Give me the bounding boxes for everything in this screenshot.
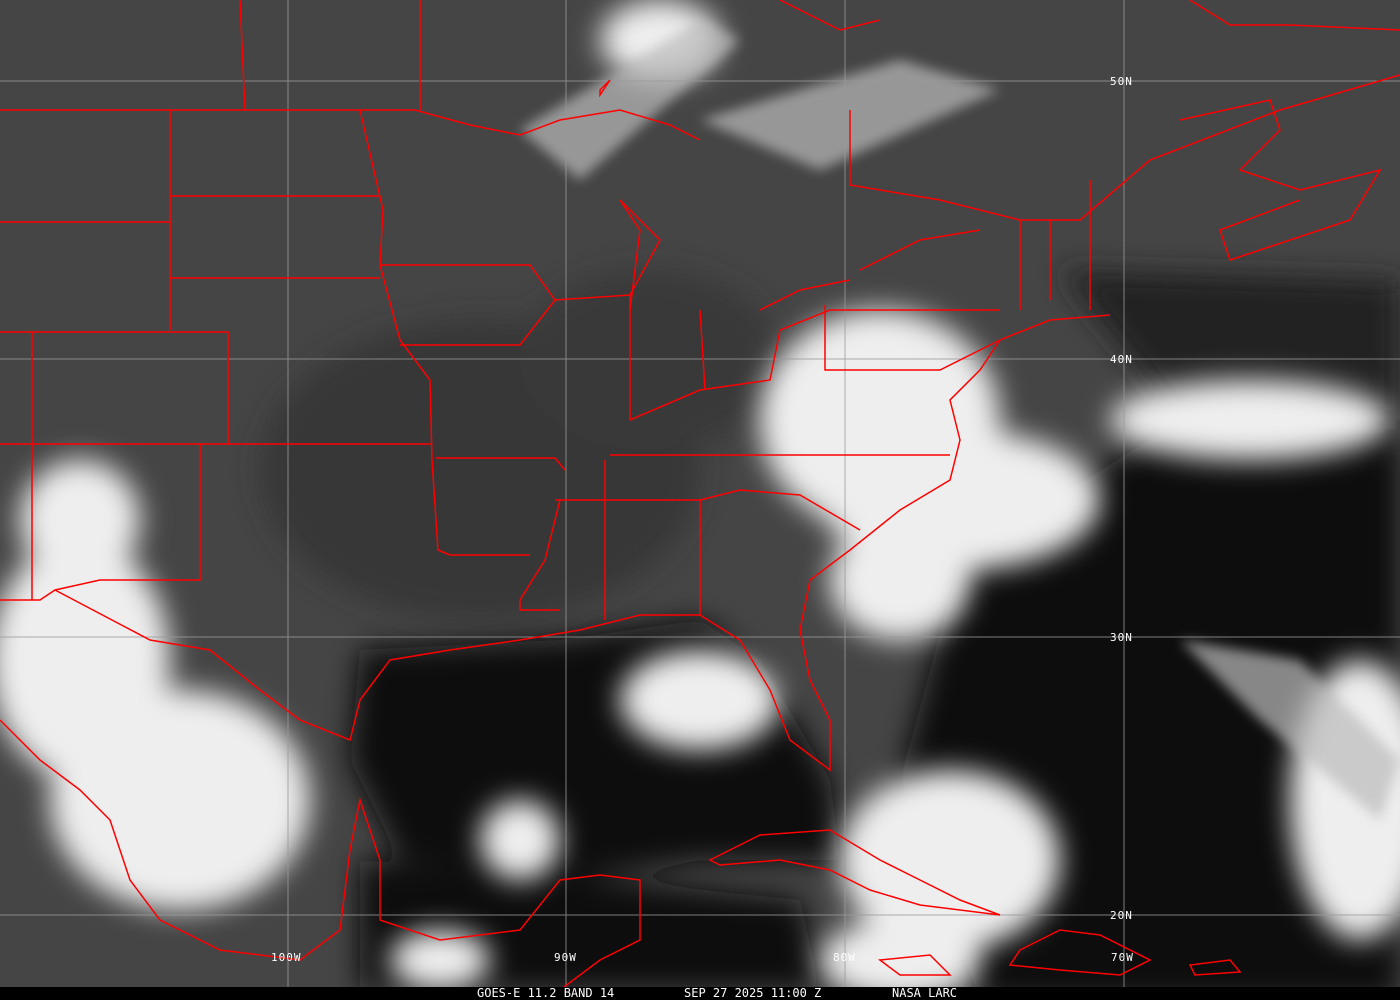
lat-label-40n: 40N xyxy=(1110,353,1133,366)
caption-bar: GOES-E 11.2 BAND 14 SEP 27 2025 11:00 Z … xyxy=(0,987,1400,1000)
lon-label-100w: 100W xyxy=(271,951,302,964)
lon-label-90w: 90W xyxy=(554,951,577,964)
source-label: NASA LARC xyxy=(892,986,958,1000)
lat-label-50n: 50N xyxy=(1110,75,1133,88)
dark-land xyxy=(260,270,780,620)
lat-label-30n: 30N xyxy=(1110,631,1133,644)
lat-label-20n: 20N xyxy=(1110,909,1133,922)
lon-label-70w: 70W xyxy=(1111,951,1134,964)
product-label: GOES-E 11.2 BAND 14 xyxy=(477,986,615,1000)
lon-label-80w: 80W xyxy=(833,951,856,964)
datetime-label: SEP 27 2025 11:00 Z xyxy=(684,986,822,1000)
